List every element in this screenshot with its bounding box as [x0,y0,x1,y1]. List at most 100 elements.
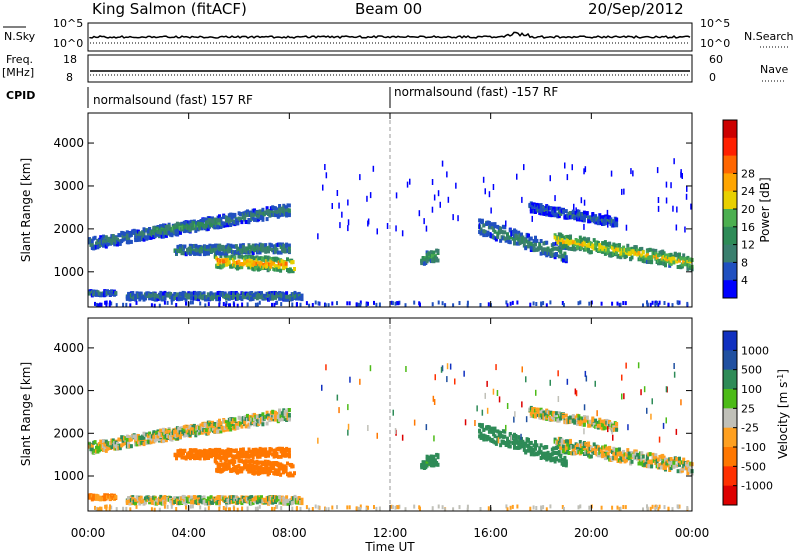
velocity-cell [227,425,231,430]
power-clutter-cell [678,300,681,305]
power-cell [108,292,112,297]
power-cell [248,258,252,263]
velocity-cell [265,410,269,415]
power-cell [258,295,262,300]
power-noise-cell [665,197,668,204]
power-cell [431,254,434,259]
velocity-cell [176,436,180,441]
power-cell [482,233,486,238]
power-cell [233,212,237,217]
power-cell [241,245,245,249]
power-clutter-cell [686,301,689,306]
power-cell [624,254,628,259]
velocity-cell [216,469,220,474]
power-noise-cell [359,174,361,181]
power-cell [125,295,129,300]
power-cell [275,207,279,212]
power-noise-cell [439,201,441,208]
beam-title: Beam 00 [355,0,422,18]
power-cell [287,246,291,251]
cpid-segment-2: normalsound (fast) -157 RF [394,85,558,99]
power-clutter-cell [225,301,228,305]
power-clutter-cell [611,301,614,306]
power-cell [555,206,558,211]
velocity-cell [617,447,621,452]
velocity-cell [678,456,681,461]
power-clutter-cell [357,302,360,307]
power-cell [283,246,287,251]
power-cell [650,260,654,265]
power-clutter-cell [97,303,100,308]
power-cell [240,265,244,270]
nave-label: Nave [760,63,788,76]
power-cell [162,234,166,239]
power-cell [217,218,221,223]
power-clutter-cell [170,300,173,305]
power-cell [121,237,125,242]
velocity-cell [493,426,497,431]
power-cell [102,239,105,244]
power-noise-cell [684,226,686,233]
velocity-cell [532,452,536,457]
power-noise-cell [690,203,692,210]
power-cell [580,245,584,250]
power-noise-cell [564,162,566,169]
power-cell [499,238,503,243]
power-cell [278,213,282,218]
power-cell [588,219,592,224]
velocity-cell [539,443,543,448]
velocity-cell [279,472,283,477]
power-cell [560,234,564,239]
velocity-cell [184,433,188,438]
power-cell [155,232,159,237]
power-noise-cell [347,225,349,232]
power-cell [260,291,263,296]
power-noise-cell [523,164,525,171]
velocity-cell [622,456,626,461]
power-clutter-cell [511,300,514,305]
nsearch-tick-top: 10^5 [700,17,730,30]
power-cell [527,233,530,238]
power-cell [182,224,186,229]
velocity-cell [650,464,654,469]
velocity-clutter-cell [588,505,591,510]
power-noise-cell [672,205,674,212]
power-clutter-cell [305,301,308,306]
power-cell [125,230,129,235]
power-noise-cell [571,164,573,171]
power-cell [278,291,282,295]
velocity-cell [106,446,110,451]
velocity-cell [615,427,619,432]
velocity-cell [682,464,686,468]
velocity-cell [276,498,280,503]
power-cell [559,241,563,246]
power-cell [662,251,666,256]
power-clutter-cell [579,300,582,305]
power-cell [251,296,255,301]
power-clutter-cell [396,301,399,306]
power-cell [146,229,150,234]
velocity-cell [479,431,483,436]
velocity-cell [142,442,146,447]
velocity-cell [183,448,187,453]
power-cell [287,208,291,213]
power-clutter-cell [663,301,666,305]
velocity-cell [211,426,215,431]
power-clutter-cell [327,303,330,308]
velocity-cell [125,434,129,439]
power-clutter-cell [509,301,512,306]
velocity-cell [131,496,135,501]
velocity-cell [220,425,224,430]
velocity-cell [229,427,233,432]
velocity-cell [225,420,228,425]
power-cell [636,248,640,253]
power-noise-cell [339,222,341,229]
velocity-cell [167,429,171,434]
power-cell [224,253,228,258]
power-noise-cell [433,194,436,201]
power-cell [274,264,278,269]
velocity-cell [184,425,188,430]
velocity-cell [258,499,262,504]
velocity-cell [252,467,256,472]
power-clutter-cell [299,302,302,307]
